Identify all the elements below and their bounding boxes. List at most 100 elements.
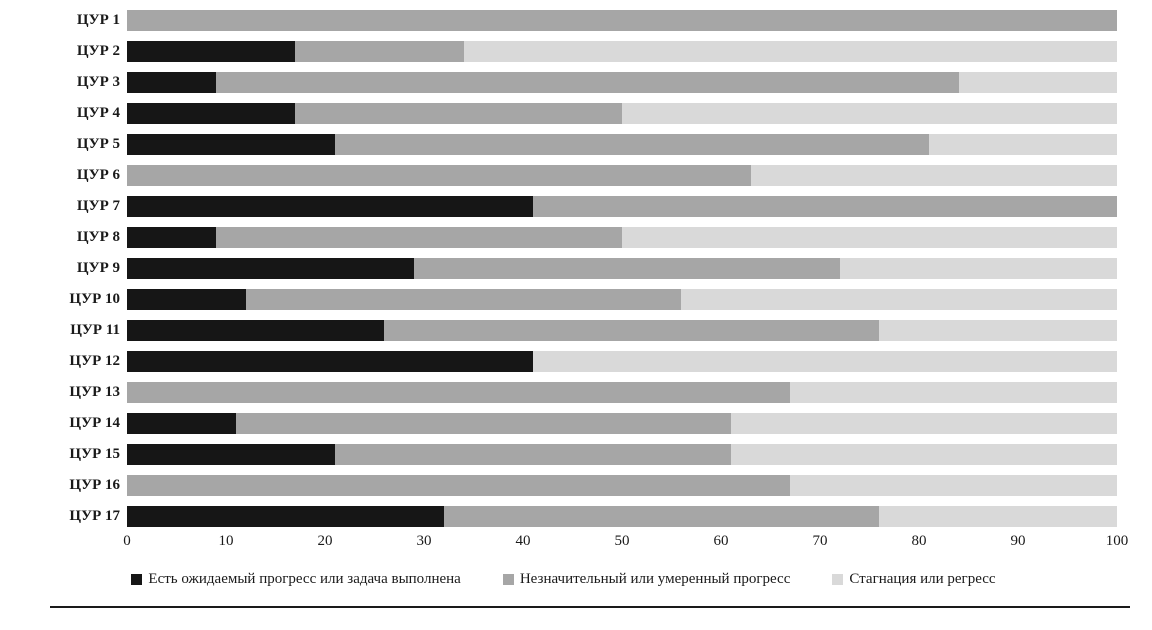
bar-row: ЦУР 4 [10,103,1117,124]
bar-segment-series-0 [127,320,385,341]
category-label: ЦУР 4 [76,105,120,121]
bar-track [127,475,1117,496]
category-label: ЦУР 9 [76,260,120,276]
legend-swatch-icon [502,574,514,585]
category-label: ЦУР 15 [69,446,120,462]
x-tick-label: 60 [713,533,729,549]
bar-track [127,165,1117,186]
x-axis-spacer [10,533,120,555]
bar-row: ЦУР 8 [10,227,1117,248]
bar-segment-series-2 [730,413,1117,434]
bar-row: ЦУР 10 [10,289,1117,310]
x-axis: 0 10 20 30 40 50 60 70 80 90 100 [123,533,1128,555]
category-label: ЦУР 11 [70,322,120,338]
category-label: ЦУР 10 [69,291,120,307]
bottom-rule [50,606,1130,608]
category-label: ЦУР 17 [69,508,120,524]
bar-segment-series-1 [216,227,622,248]
bar-segment-series-2 [928,134,1117,155]
bar-track [127,506,1117,527]
bar-segment-series-0 [127,289,246,310]
bar-row: ЦУР 15 [10,444,1117,465]
bar-row: ЦУР 13 [10,382,1117,403]
legend-item: Стагнация или регресс [832,571,996,588]
bar-segment-series-1 [127,475,791,496]
bar-segment-series-1 [127,382,791,403]
x-tick-label: 70 [812,533,828,549]
bar-segment-series-2 [958,72,1117,93]
bar-track [127,134,1117,155]
category-label: ЦУР 5 [76,136,120,152]
bar-segment-series-1 [235,413,731,434]
x-tick-label: 0 [123,533,131,549]
x-tick-label: 20 [317,533,333,549]
x-tick-label: 30 [416,533,432,549]
bar-segment-series-2 [681,289,1117,310]
bar-segment-series-1 [216,72,959,93]
bar-track [127,227,1117,248]
legend-swatch-icon [131,574,143,585]
bar-row: ЦУР 2 [10,41,1117,62]
bar-segment-series-2 [621,227,1117,248]
legend-label: Есть ожидаемый прогресс или задача выпол… [148,571,461,587]
bar-track [127,382,1117,403]
bar-segment-series-0 [127,227,217,248]
bar-row: ЦУР 3 [10,72,1117,93]
bar-row: ЦУР 14 [10,413,1117,434]
category-label: ЦУР 3 [76,74,120,90]
bar-segment-series-1 [443,506,880,527]
bar-row: ЦУР 1 [10,10,1117,31]
x-tick-label: 40 [515,533,531,549]
bar-segment-series-0 [127,258,415,279]
legend-label: Стагнация или регресс [849,571,996,587]
category-label: ЦУР 8 [76,229,120,245]
bar-segment-series-2 [621,103,1117,124]
bar-track [127,41,1117,62]
legend-item: Есть ожидаемый прогресс или задача выпол… [131,571,461,588]
x-tick-label: 10 [218,533,234,549]
bar-segment-series-1 [127,10,1117,31]
bar-row: ЦУР 6 [10,165,1117,186]
bar-track [127,103,1117,124]
x-tick-label: 100 [1105,533,1129,549]
chart-legend: Есть ожидаемый прогресс или задача выпол… [10,571,1117,588]
bar-segment-series-1 [295,103,622,124]
bar-track [127,10,1117,31]
bar-segment-series-1 [334,444,731,465]
category-label: ЦУР 2 [76,43,120,59]
bar-track [127,413,1117,434]
bar-segment-series-1 [127,165,751,186]
bar-segment-series-2 [839,258,1117,279]
bar-segment-series-0 [127,103,296,124]
bar-track [127,289,1117,310]
bar-segment-series-0 [127,506,444,527]
bar-row: ЦУР 11 [10,320,1117,341]
bar-track [127,444,1117,465]
x-tick-label: 80 [911,533,927,549]
legend-swatch-icon [832,574,844,585]
bar-segment-series-0 [127,351,533,372]
bar-row: ЦУР 9 [10,258,1117,279]
x-tick-label: 90 [1010,533,1026,549]
bar-segment-series-0 [127,134,335,155]
category-label: ЦУР 14 [69,415,120,431]
bar-row: ЦУР 5 [10,134,1117,155]
bar-segment-series-1 [334,134,929,155]
bar-segment-series-2 [532,351,1117,372]
legend-item: Незначительный или умеренный прогресс [502,571,791,588]
bar-segment-series-0 [127,196,533,217]
bar-track [127,72,1117,93]
legend-label: Незначительный или умеренный прогресс [519,571,791,587]
bar-row: ЦУР 17 [10,506,1117,527]
category-label: ЦУР 6 [76,167,120,183]
x-tick-label: 50 [614,533,630,549]
bar-track [127,351,1117,372]
bar-track [127,320,1117,341]
category-label: ЦУР 13 [69,384,120,400]
category-label: ЦУР 16 [69,477,120,493]
bar-row: ЦУР 12 [10,351,1117,372]
bar-segment-series-0 [127,444,335,465]
bar-segment-series-2 [730,444,1117,465]
category-label: ЦУР 1 [76,12,120,28]
